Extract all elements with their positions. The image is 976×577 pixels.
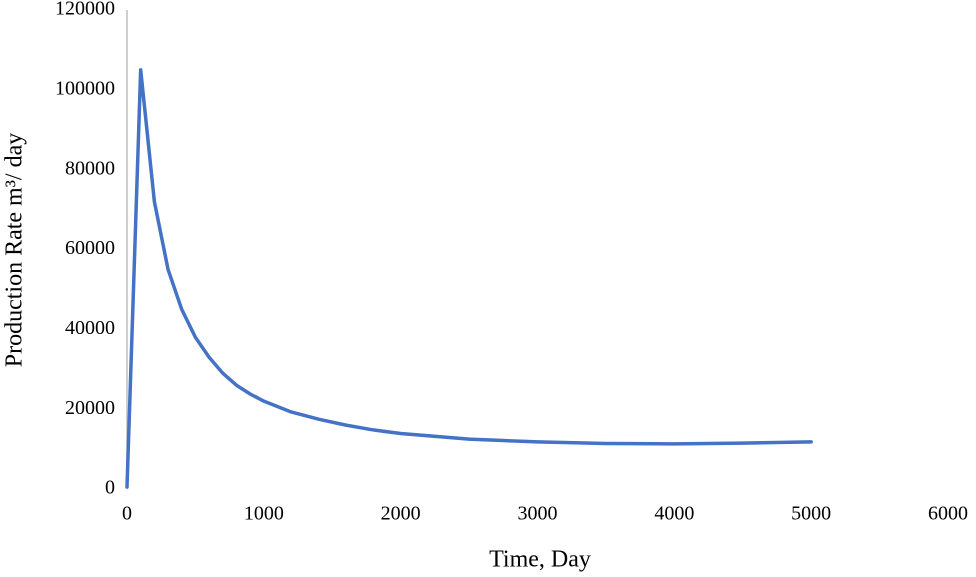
x-tick-label: 6000 [928, 503, 968, 525]
x-tick-label: 4000 [654, 503, 694, 525]
y-tick-label: 20000 [65, 397, 115, 419]
y-tick-label: 0 [105, 477, 115, 499]
x-tick-label: 5000 [791, 503, 831, 525]
line-series [125, 68, 813, 489]
y-tick-label: 120000 [55, 0, 115, 20]
x-axis-title: Time, Day [489, 547, 591, 573]
x-tick-label: 1000 [244, 503, 284, 525]
x-tick-label: 3000 [518, 503, 558, 525]
x-tick-label: 0 [122, 503, 132, 525]
y-tick-label: 80000 [65, 157, 115, 179]
y-axis-title: Production Rate m³/ day [2, 133, 28, 368]
y-tick-label: 100000 [55, 77, 115, 99]
y-tick-label: 40000 [65, 317, 115, 339]
x-tick-label: 2000 [381, 503, 421, 525]
y-tick-label: 60000 [65, 237, 115, 259]
